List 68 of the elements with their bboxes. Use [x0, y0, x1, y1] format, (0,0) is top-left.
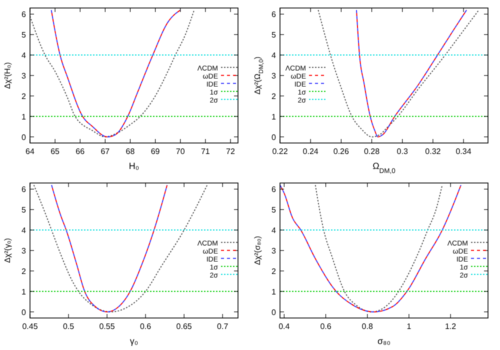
y-tick-label: 2 — [22, 266, 27, 276]
y-tick-label: 4 — [22, 226, 27, 236]
y-tick-label: 2 — [22, 92, 27, 101]
y-tick-label: 3 — [22, 72, 27, 80]
x-tick-label: 0.24 — [302, 147, 319, 156]
y-tick-label: 0 — [22, 308, 27, 317]
x-tick-label: 72 — [226, 147, 236, 156]
y-tick-label: 4 — [272, 51, 277, 60]
x-tick-label: 1 — [406, 322, 412, 331]
y-tick-label: 5 — [22, 206, 27, 215]
y-axis-title: Δχ²(H₀) — [3, 62, 12, 89]
y-tick-label: 5 — [22, 30, 27, 40]
y-tick-label: 5 — [272, 206, 277, 215]
x-tick-label: 66 — [76, 147, 86, 156]
y-tick-label: 0 — [272, 132, 277, 142]
x-tick-label: 0.28 — [364, 147, 380, 156]
line-series — [50, 10, 181, 138]
y-tick-label: 1 — [272, 287, 277, 296]
x-tick-label: 0.5 — [62, 322, 75, 331]
x-tick-label: 70 — [176, 147, 186, 156]
y-tick-label: 1 — [22, 112, 27, 122]
line-series — [356, 10, 468, 138]
x-tick-label: 0.3 — [396, 147, 408, 156]
y-tick-label: 4 — [22, 51, 27, 60]
x-tick-label: 0.32 — [425, 147, 442, 156]
x-tick-label: 0.7 — [217, 322, 229, 331]
x-tick-label: 65 — [50, 147, 60, 156]
x-tick-label: 0.45 — [22, 322, 38, 331]
y-tick-label: 6 — [272, 185, 277, 194]
x-axis-title: γ₀ — [130, 336, 138, 346]
x-axis-title: Ω$_{DM,0}$ — [372, 161, 396, 174]
x-tick-label: 0.55 — [99, 322, 116, 331]
x-tick-label: 0.4 — [278, 322, 290, 331]
line-series — [30, 10, 195, 138]
line-series — [51, 184, 168, 312]
y-tick-label: 6 — [22, 10, 27, 20]
x-tick-label: 0.26 — [333, 147, 350, 156]
x-tick-label: 0.22 — [272, 147, 288, 156]
y-tick-label: 1 — [22, 287, 27, 296]
line-series — [314, 184, 443, 312]
y-axis-title: Δχ²(γ₀) — [3, 238, 12, 263]
y-tick-label: 0 — [272, 308, 277, 317]
y-tick-label: 4 — [272, 226, 277, 236]
x-tick-label: 67 — [100, 147, 110, 156]
line-series — [318, 10, 480, 138]
y-tick-label: 6 — [22, 185, 27, 194]
y-tick-label: 1 — [272, 112, 277, 122]
y-tick-label: 2 — [272, 92, 277, 101]
y-tick-label: 6 — [272, 10, 277, 20]
x-tick-label: 0.8 — [362, 322, 374, 331]
y-tick-label: 3 — [272, 72, 277, 80]
x-tick-label: 68 — [126, 147, 136, 156]
x-tick-label: 0.6 — [320, 322, 332, 331]
x-tick-label: 71 — [200, 147, 210, 156]
y-tick-label: 3 — [22, 246, 27, 256]
x-tick-label: 1.2 — [444, 322, 457, 331]
x-tick-label: 0.6 — [140, 322, 152, 331]
y-tick-label: 2 — [272, 266, 277, 276]
y-axis-title: Δχ²(σ₈₀) — [253, 236, 262, 266]
y-tick-label: 3 — [272, 246, 277, 256]
x-tick-label: 0.34 — [456, 147, 472, 156]
y-tick-label: 5 — [272, 30, 277, 40]
x-tick-label: 0.65 — [176, 322, 192, 331]
x-axis-title: H₀ — [128, 161, 140, 171]
x-tick-label: 64 — [26, 147, 35, 156]
x-axis-title: σ₈₀ — [377, 336, 391, 346]
x-tick-label: 69 — [150, 147, 160, 156]
y-tick-label: 0 — [22, 132, 27, 142]
